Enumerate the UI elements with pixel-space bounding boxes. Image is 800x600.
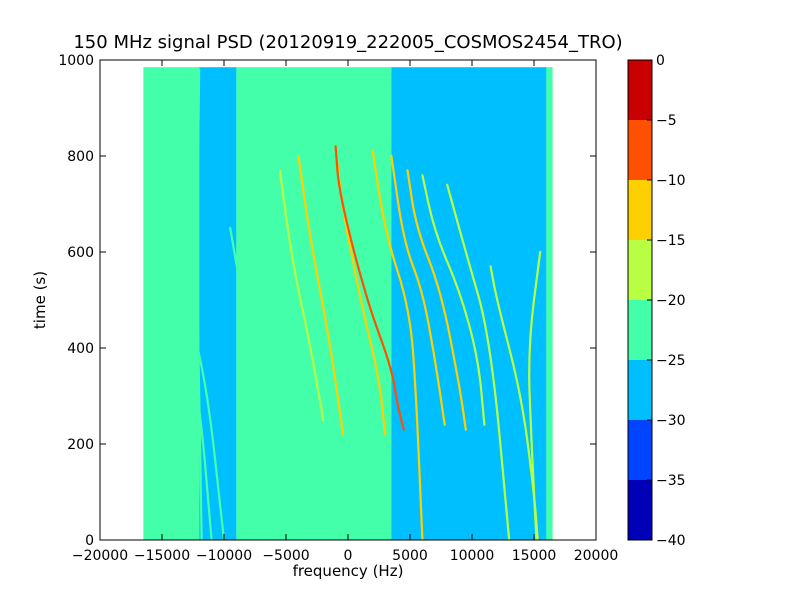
y-tick-label: 600 <box>67 245 94 261</box>
colorbar-tick-label: −25 <box>656 353 686 369</box>
x-tick-label: −5000 <box>262 548 309 564</box>
colorbar-segment <box>628 240 652 300</box>
y-tick-label: 400 <box>67 341 94 357</box>
x-tick-label: 0 <box>344 548 353 564</box>
colorbar-segment <box>628 60 652 120</box>
x-axis: −20000 −15000 −10000 −5000 0 5000 10000 15000 20… <box>72 60 618 564</box>
x-tick-label: −10000 <box>196 548 252 564</box>
x-tick-label: 20000 <box>574 548 619 564</box>
colorbar-tick-label: −5 <box>656 113 677 129</box>
heatmap-band <box>546 67 553 540</box>
x-tick-label: 15000 <box>512 548 557 564</box>
signal-track <box>406 169 467 431</box>
x-tick-label: −20000 <box>72 548 128 564</box>
x-tick-label: 5000 <box>392 548 428 564</box>
colorbar-segment <box>628 180 652 240</box>
signal-track <box>278 169 325 422</box>
y-tick-label: 200 <box>67 437 94 453</box>
x-tick-label: 10000 <box>450 548 495 564</box>
signal-tracks <box>148 68 542 540</box>
colorbar-segment <box>628 420 652 480</box>
colorbar-segment <box>628 300 652 360</box>
signal-track <box>154 231 226 540</box>
signal-track <box>446 183 511 540</box>
signal-track <box>229 226 263 398</box>
y-axis: 0 200 400 600 800 1000 <box>58 53 596 549</box>
signal-track <box>371 150 424 540</box>
colorbar-tick-label: −20 <box>656 293 686 309</box>
colorbar-tick-label: −35 <box>656 473 686 489</box>
heatmap-band <box>391 67 547 540</box>
y-tick-label: 0 <box>85 533 94 549</box>
x-axis-label: frequency (Hz) <box>293 562 404 580</box>
y-axis-label: time (s) <box>31 271 49 329</box>
signal-track <box>390 154 446 426</box>
colorbar-segment <box>628 360 652 420</box>
signal-track <box>196 68 203 540</box>
colorbar-tick-label: −10 <box>656 173 686 189</box>
colorbar-tick-label: −40 <box>656 533 686 549</box>
heatmap-image <box>143 67 553 540</box>
y-tick-label: 1000 <box>58 53 94 69</box>
signal-track <box>528 250 542 540</box>
heatmap-band <box>143 67 200 540</box>
heatmap-band <box>236 67 392 540</box>
colorbar-tick-label: −15 <box>656 233 686 249</box>
colorbar-tick-label: −30 <box>656 413 686 429</box>
colorbar-segment <box>628 480 652 540</box>
chart-title: 150 MHz signal PSD (20120919_222005_COSM… <box>73 32 622 53</box>
y-tick-label: 800 <box>67 149 94 165</box>
x-tick-label: −15000 <box>134 548 190 564</box>
signal-track <box>297 154 345 436</box>
colorbar-segment <box>628 120 652 180</box>
signal-track <box>489 265 539 540</box>
colorbar-tick-label: 0 <box>656 53 665 69</box>
signal-track <box>421 174 486 426</box>
signal-track <box>260 164 306 417</box>
colorbar: −40 −35 −30 −25 −20 −15 −10 −5 0 <box>627 53 686 549</box>
signal-track <box>334 145 405 431</box>
